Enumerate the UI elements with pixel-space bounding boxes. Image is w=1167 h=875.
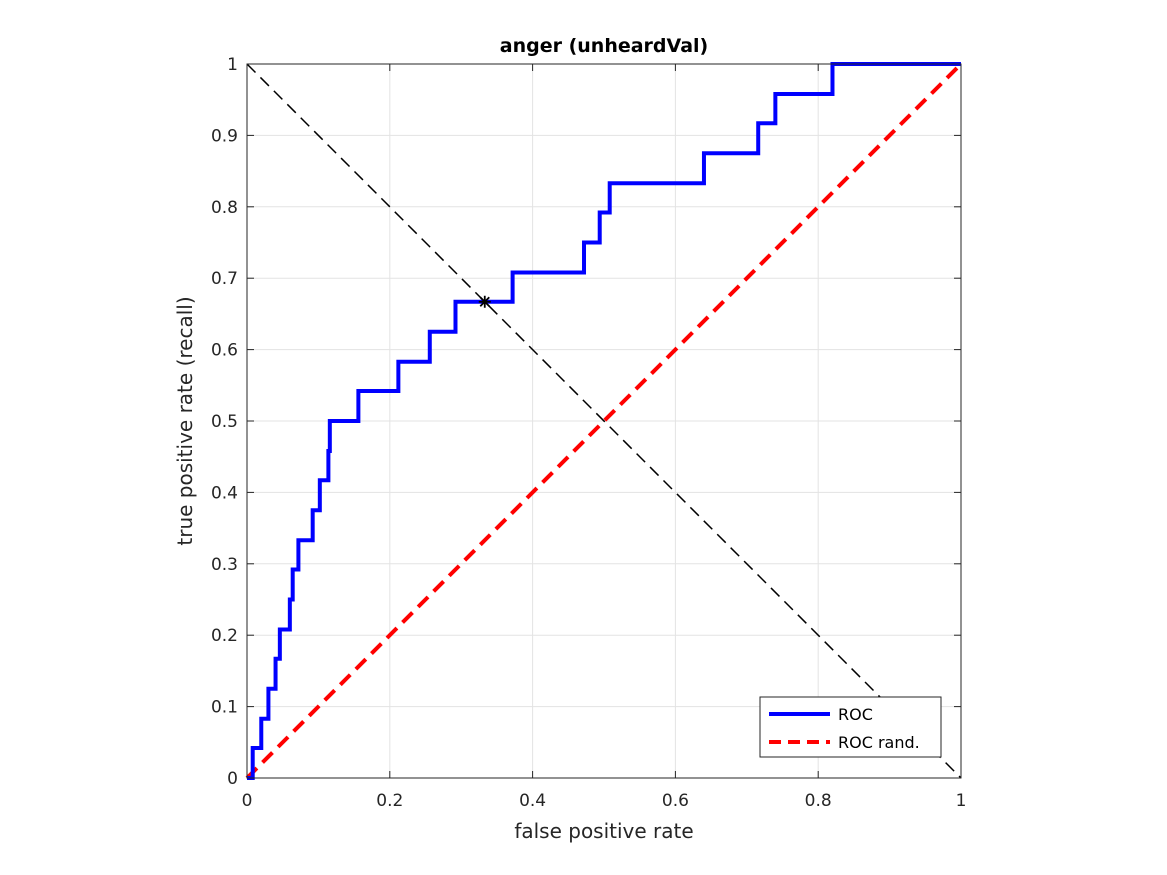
y-tick-label: 0.5 [211,412,238,432]
reference-diagonal-line [246,63,962,779]
marker-stroke [479,296,490,307]
legend-label-roc-rand: ROC rand. [838,733,920,752]
y-tick-label: 0.6 [211,341,238,361]
y-tick-label: 0.2 [211,626,238,646]
x-tick-label: 0.6 [662,791,689,811]
y-tick-label: 1 [227,55,238,75]
x-axis-label: false positive rate [514,819,693,843]
y-tick-label: 0.8 [211,198,238,218]
x-tick-label: 0.8 [805,791,832,811]
y-axis-label: true positive rate (recall) [173,296,197,545]
y-tick-label: 0 [227,769,238,789]
roc-curve [247,62,961,780]
x-tick-label: 0.4 [519,791,546,811]
x-tick-label: 1 [956,791,967,811]
y-tick-label: 0.1 [211,698,238,718]
y-tick-label: 0.9 [211,126,238,146]
series-layer [245,62,963,780]
y-tick-label: 0.3 [211,555,238,575]
axis-ticks: 0 0.2 0.4 0.6 0.8 1 0 0.1 0.2 0.3 0.4 0.5 0.6 0.7 0.8 0… [211,55,966,811]
operating-point-marker [478,295,491,308]
x-tick-label: 0.2 [376,791,403,811]
y-tick-label: 0.4 [211,483,238,503]
roc-random-line [245,62,963,780]
legend-box [759,696,942,758]
x-tick-label: 0 [242,791,253,811]
legend-label-roc: ROC [838,705,873,724]
y-tick-label: 0.7 [211,269,238,289]
chart-title: anger (unheardVal) [500,35,708,57]
legend: ROC ROC rand. [759,696,942,758]
